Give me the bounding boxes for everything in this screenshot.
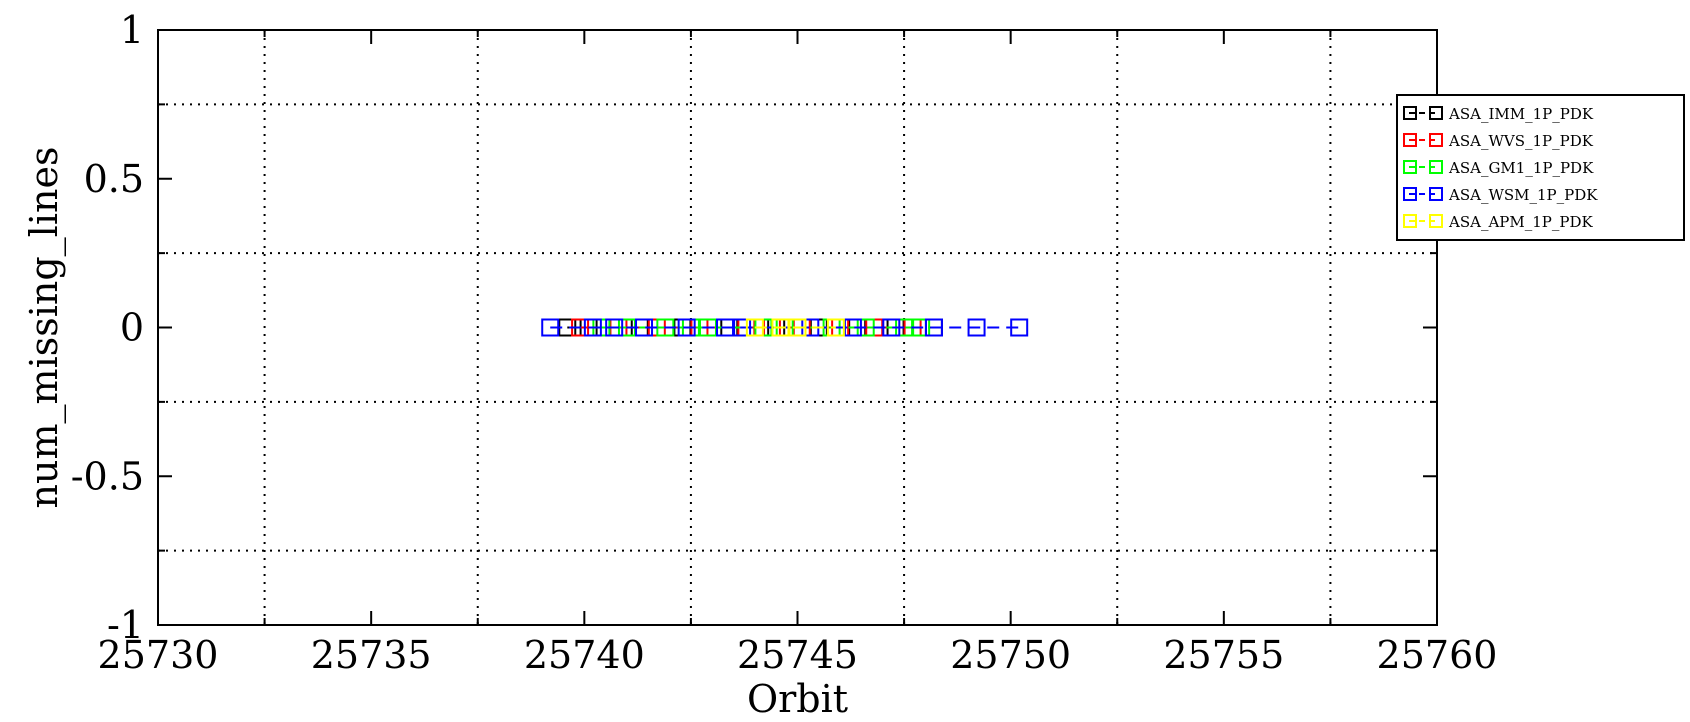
legend-label: ASA_APM_1P_PDK	[1448, 213, 1593, 231]
data-point	[882, 318, 901, 337]
y-tick-label: 0.5	[84, 157, 144, 201]
x-axis-title: Orbit	[747, 677, 848, 721]
legend-marker	[1403, 106, 1417, 120]
legend-marker	[1429, 160, 1443, 174]
data-point	[1010, 318, 1029, 337]
x-tick-label: 25730	[98, 633, 219, 677]
legend-box	[1396, 94, 1685, 241]
legend-entry: ASA_WSM_1P_PDK	[1403, 186, 1598, 204]
legend-marker	[1403, 133, 1417, 147]
data-point	[541, 318, 560, 337]
legend-label: ASA_IMM_1P_PDK	[1448, 105, 1594, 123]
y-tick-label: 1	[120, 8, 144, 52]
x-tick-label: 25750	[950, 633, 1071, 677]
x-tick-label: 25760	[1377, 633, 1498, 677]
legend: ASA_IMM_1P_PDK ASA_WVS_1P_PDK ASA_GM1_1P_P…	[1396, 94, 1685, 241]
data-point	[635, 318, 654, 337]
y-tick-label: -1	[107, 603, 144, 647]
x-tick-label: 25735	[311, 633, 432, 677]
y-axis-title: num_missing_lines	[22, 147, 67, 509]
data-point	[788, 318, 807, 337]
data-point	[967, 318, 986, 337]
data-point	[583, 318, 602, 337]
x-tick-label: 25745	[737, 633, 858, 677]
legend-entry: ASA_APM_1P_PDK	[1403, 213, 1593, 231]
legend-marker	[1403, 160, 1417, 174]
data-point	[771, 318, 790, 337]
y-tick-label: 0	[120, 306, 144, 350]
data-point	[826, 318, 845, 337]
x-tick-label: 25755	[1163, 633, 1284, 677]
x-tick-labels: 25730 25735 25740 25745 25750 25755 25760	[98, 633, 1498, 677]
data-point	[733, 318, 752, 337]
data-point	[716, 318, 735, 337]
legend-marker	[1429, 106, 1443, 120]
legend-label: ASA_WVS_1P_PDK	[1448, 132, 1594, 150]
x-tick-label: 25740	[524, 633, 645, 677]
data-point	[698, 318, 717, 337]
legend-label: ASA_WSM_1P_PDK	[1448, 186, 1598, 204]
data-point	[924, 318, 943, 337]
series-group	[745, 318, 845, 337]
y-tick-labels: -1 -0.5 0 0.5 1	[71, 8, 144, 647]
data-series	[541, 318, 1029, 337]
plot-frame	[157, 29, 1438, 626]
y-tick-label: -0.5	[71, 454, 144, 498]
legend-marker	[1429, 214, 1443, 228]
legend-entry: ASA_GM1_1P_PDK	[1403, 159, 1594, 177]
data-point	[843, 318, 862, 337]
legend-label: ASA_GM1_1P_PDK	[1448, 159, 1594, 177]
data-point	[605, 318, 624, 337]
legend-marker	[1429, 187, 1443, 201]
legend-marker	[1403, 214, 1417, 228]
data-point	[745, 318, 764, 337]
legend-entry: ASA_IMM_1P_PDK	[1403, 105, 1594, 123]
data-point	[677, 318, 696, 337]
legend-marker	[1429, 133, 1443, 147]
legend-entry: ASA_WVS_1P_PDK	[1403, 132, 1594, 150]
legend-marker	[1403, 187, 1417, 201]
